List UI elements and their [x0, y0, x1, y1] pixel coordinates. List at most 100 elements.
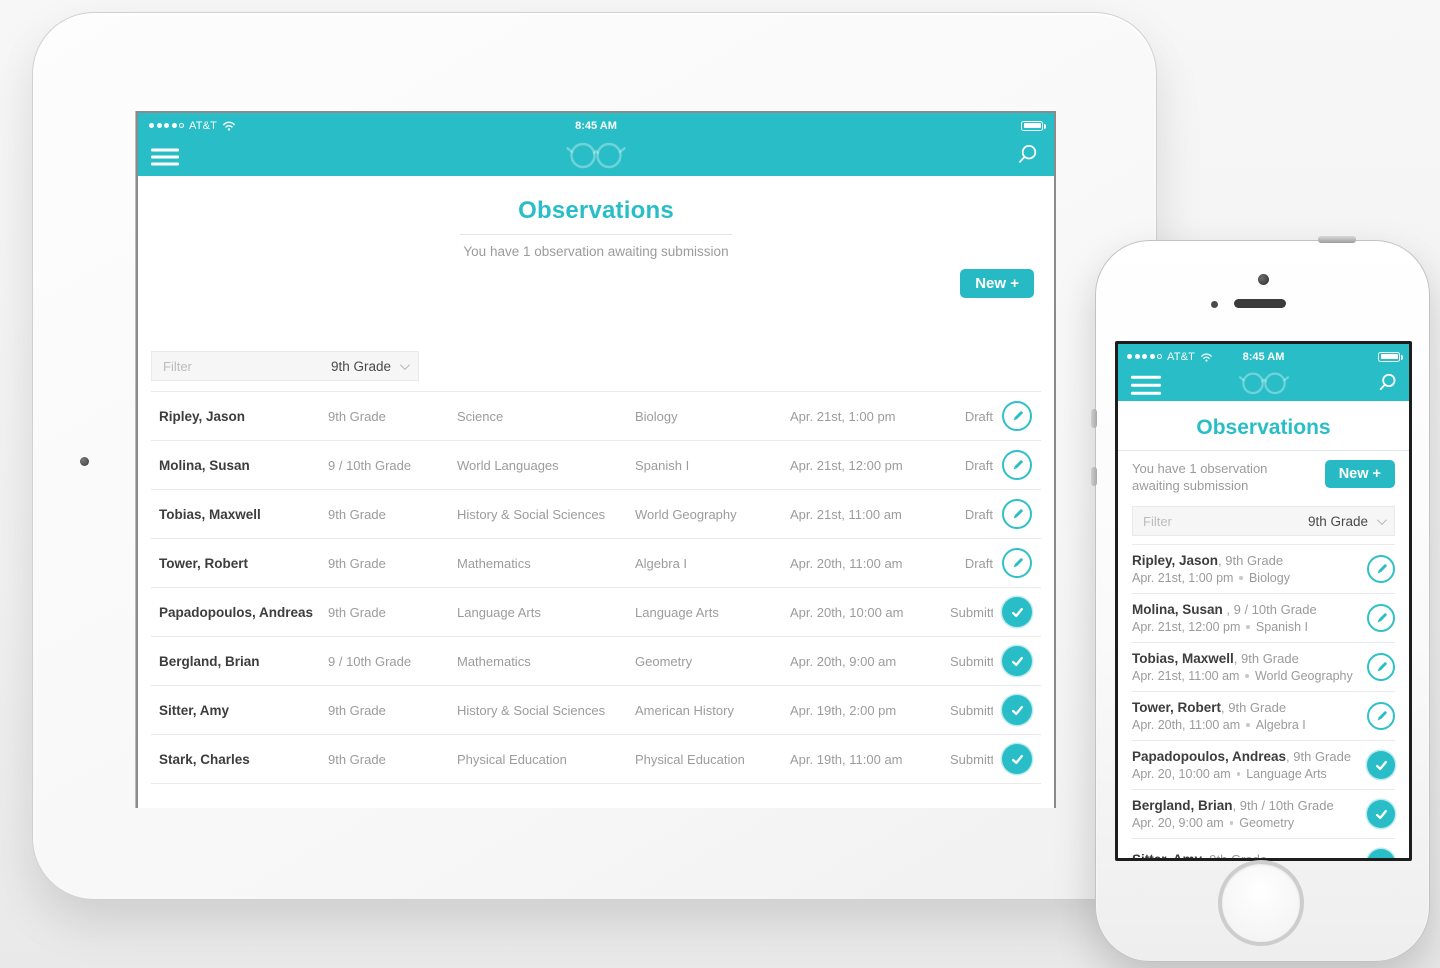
- student-name: Tower, Robert: [1132, 700, 1222, 715]
- edit-pencil-icon[interactable]: [1367, 555, 1395, 583]
- subject: History & Social Sciences: [457, 506, 606, 522]
- student-name: Stark, Charles: [159, 751, 250, 767]
- search-icon[interactable]: [1378, 373, 1397, 397]
- grade-level: 9 / 10th Grade: [328, 457, 412, 473]
- menu-hamburger-icon[interactable]: [1131, 371, 1161, 400]
- row-status-icon: [1367, 751, 1395, 779]
- iphone-nav-bar: [1118, 369, 1409, 401]
- student-name: Molina, Susan: [159, 457, 250, 473]
- grade-level: , 9th Grade: [1221, 700, 1287, 715]
- dot-separator-icon: [1239, 576, 1243, 580]
- student-name: Papadopoulos, Andreas: [159, 604, 314, 620]
- observation-datetime: Apr. 20, 10:00 am: [1132, 767, 1231, 781]
- observations-table: Ripley, Jason 9th Grade Science Biology …: [151, 391, 1041, 784]
- edit-pencil-icon[interactable]: [1367, 653, 1395, 681]
- course: Biology: [1248, 571, 1290, 585]
- iphone-home-button[interactable]: [1218, 860, 1304, 946]
- new-observation-button[interactable]: New +: [1324, 460, 1395, 488]
- row-status-icon: [993, 597, 1041, 627]
- edit-pencil-icon[interactable]: [1367, 604, 1395, 632]
- iphone-volume-down-button[interactable]: [1091, 467, 1097, 486]
- status-label: Submitted: [950, 751, 993, 767]
- iphone-device-frame: AT&T 8:45 AM Observations You hav: [1091, 236, 1430, 962]
- row-status-icon: [993, 744, 1041, 774]
- student-name: Ripley, Jason: [159, 408, 246, 424]
- course: Physical Education: [635, 751, 745, 767]
- student-name: Ripley, Jason: [1132, 553, 1219, 568]
- page-title: Observations: [518, 197, 674, 224]
- row-status-icon: [993, 548, 1041, 578]
- observation-list-item[interactable]: Papadopoulos, Andreas, 9th Grade Apr. 20…: [1132, 741, 1395, 790]
- ipad-screen: AT&T 8:45 AM Observations Y: [136, 111, 1056, 808]
- edit-pencil-icon[interactable]: [1002, 548, 1032, 578]
- grade-level: , 9th Grade: [1218, 553, 1284, 568]
- observation-table-row[interactable]: Molina, Susan 9 / 10th Grade World Langu…: [151, 441, 1041, 490]
- ipad-nav-bar: [138, 138, 1054, 176]
- ipad-status-bar: AT&T 8:45 AM: [138, 113, 1054, 138]
- clock-label: 8:45 AM: [1242, 350, 1285, 363]
- course: Geometry: [1239, 816, 1295, 830]
- observation-table-row[interactable]: Papadopoulos, Andreas 9th Grade Language…: [151, 588, 1041, 637]
- grade-level: , 9th Grade: [1202, 852, 1268, 861]
- observation-datetime: Apr. 19th, 2:00 pm: [790, 702, 897, 718]
- status-label: Submitted: [950, 604, 993, 620]
- grade-level: , 9th Grade: [1286, 749, 1352, 764]
- submitted-check-icon: [1367, 751, 1395, 779]
- subject: Language Arts: [457, 604, 541, 620]
- wifi-icon: [1201, 352, 1212, 362]
- observation-list-item[interactable]: Molina, Susan , 9 / 10th Grade Apr. 21st…: [1132, 594, 1395, 643]
- observation-table-row[interactable]: Sitter, Amy 9th Grade History & Social S…: [151, 686, 1041, 735]
- observation-datetime: Apr. 21st, 11:00 am: [1132, 669, 1240, 683]
- course: Algebra I: [1255, 718, 1306, 732]
- student-name: Bergland, Brian: [1132, 798, 1233, 813]
- battery-icon: [1021, 120, 1046, 131]
- observation-list-item[interactable]: Tower, Robert, 9th Grade Apr. 20th, 11:0…: [1132, 692, 1395, 741]
- course: Language Arts: [1246, 767, 1327, 781]
- signal-dots-icon: [1127, 354, 1162, 359]
- ipad-device-frame: AT&T 8:45 AM Observations Y: [32, 12, 1157, 900]
- observation-datetime: Apr. 20th, 10:00 am: [790, 604, 904, 620]
- submitted-check-icon: [1002, 695, 1032, 725]
- status-label: Submitted: [950, 653, 993, 669]
- observation-table-row[interactable]: Tower, Robert 9th Grade Mathematics Alge…: [151, 539, 1041, 588]
- grade-level: 9th Grade: [328, 702, 386, 718]
- observation-table-row[interactable]: Ripley, Jason 9th Grade Science Biology …: [151, 392, 1041, 441]
- edit-pencil-icon[interactable]: [1367, 702, 1395, 730]
- dot-separator-icon: [1246, 723, 1250, 727]
- row-status-icon: [1367, 604, 1395, 632]
- signal-dots-icon: [149, 123, 184, 128]
- student-name: Papadopoulos, Andreas: [1132, 749, 1287, 764]
- subject: Science: [457, 408, 504, 424]
- clock-label: 8:45 AM: [575, 119, 617, 132]
- edit-pencil-icon[interactable]: [1002, 450, 1032, 480]
- course: Biology: [635, 408, 678, 424]
- observation-list-item[interactable]: Sitter, Amy, 9th Grade: [1132, 839, 1395, 861]
- edit-pencil-icon[interactable]: [1002, 499, 1032, 529]
- filter-placeholder: Filter: [163, 358, 192, 374]
- menu-hamburger-icon[interactable]: [151, 145, 179, 170]
- grade-level: , 9th Grade: [1233, 651, 1299, 666]
- observation-list-item[interactable]: Bergland, Brian, 9th / 10th Grade Apr. 2…: [1132, 790, 1395, 839]
- grade-level: 9th Grade: [328, 408, 386, 424]
- submitted-check-icon: [1367, 849, 1395, 858]
- new-observation-button[interactable]: New +: [960, 269, 1034, 298]
- iphone-volume-up-button[interactable]: [1091, 409, 1097, 428]
- student-name: Sitter, Amy: [1132, 852, 1203, 861]
- filter-dropdown[interactable]: Filter 9th Grade: [151, 351, 419, 381]
- observation-list-item[interactable]: Ripley, Jason, 9th Grade Apr. 21st, 1:00…: [1132, 545, 1395, 594]
- observation-table-row[interactable]: Bergland, Brian 9 / 10th Grade Mathemati…: [151, 637, 1041, 686]
- status-label: Submitted: [950, 702, 993, 718]
- submitted-check-icon: [1002, 744, 1032, 774]
- filter-dropdown[interactable]: Filter 9th Grade: [1132, 506, 1395, 536]
- submitted-check-icon: [1002, 646, 1032, 676]
- dot-separator-icon: [1229, 821, 1234, 825]
- observation-table-row[interactable]: Stark, Charles 9th Grade Physical Educat…: [151, 735, 1041, 784]
- observation-list-item[interactable]: Tobias, Maxwell, 9th Grade Apr. 21st, 11…: [1132, 643, 1395, 692]
- iphone-power-button[interactable]: [1318, 236, 1356, 243]
- observation-table-row[interactable]: Tobias, Maxwell 9th Grade History & Soci…: [151, 490, 1041, 539]
- status-label: Draft: [964, 457, 993, 473]
- search-icon[interactable]: [1017, 144, 1038, 170]
- row-status-icon: [1367, 702, 1395, 730]
- edit-pencil-icon[interactable]: [1002, 401, 1032, 431]
